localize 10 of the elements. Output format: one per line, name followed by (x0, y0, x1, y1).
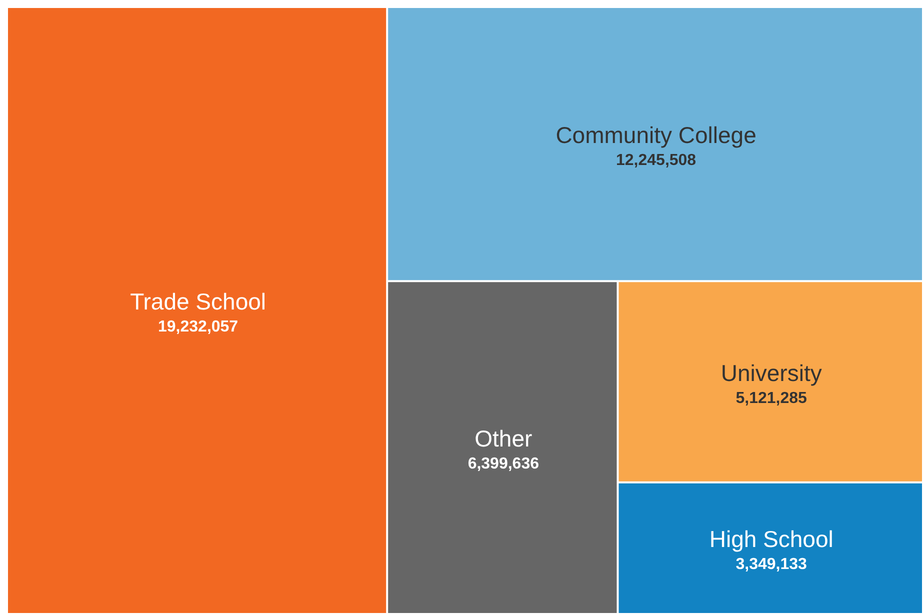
data-label: 5,121,285 (736, 390, 808, 407)
data-label: 19,232,057 (158, 318, 238, 336)
category-label: University (720, 360, 822, 386)
category-label: Trade School (130, 288, 266, 314)
category-label: Community College (556, 122, 756, 148)
category-label: High School (709, 526, 834, 552)
data-label: 3,349,133 (736, 556, 808, 574)
data-label: 12,245,508 (616, 152, 696, 170)
category-label: Other (474, 426, 533, 452)
data-label: 6,399,636 (468, 456, 540, 473)
